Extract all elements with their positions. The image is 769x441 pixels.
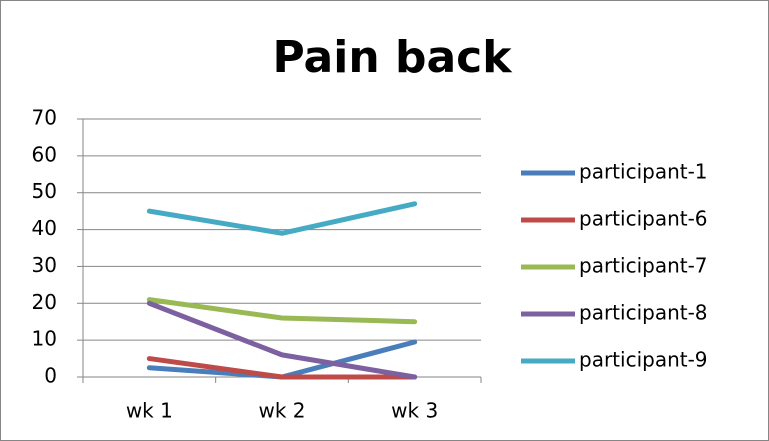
series-line [146,297,418,325]
y-tick-label: 40 [32,216,57,240]
legend-label: participant-6 [579,207,708,231]
series-line [146,356,418,380]
y-tick-label: 60 [32,142,57,166]
y-tick-label: 0 [44,364,57,388]
y-tick-label: 50 [32,179,57,203]
y-tick-label: 70 [32,106,57,130]
legend-label: participant-7 [579,254,708,278]
series-line [146,201,418,236]
series-line [146,300,418,380]
chart-title: Pain back [272,32,513,83]
x-tick-label: wk 2 [258,399,305,423]
y-tick-label: 10 [32,327,57,351]
x-tick-label: wk 3 [391,399,438,423]
legend-label: participant-1 [579,160,708,184]
legend-label: participant-9 [579,348,708,372]
y-tick-label: 30 [32,253,57,277]
legend-label: participant-8 [579,301,708,325]
x-tick-label: wk 1 [126,399,173,423]
y-tick-label: 20 [32,290,57,314]
